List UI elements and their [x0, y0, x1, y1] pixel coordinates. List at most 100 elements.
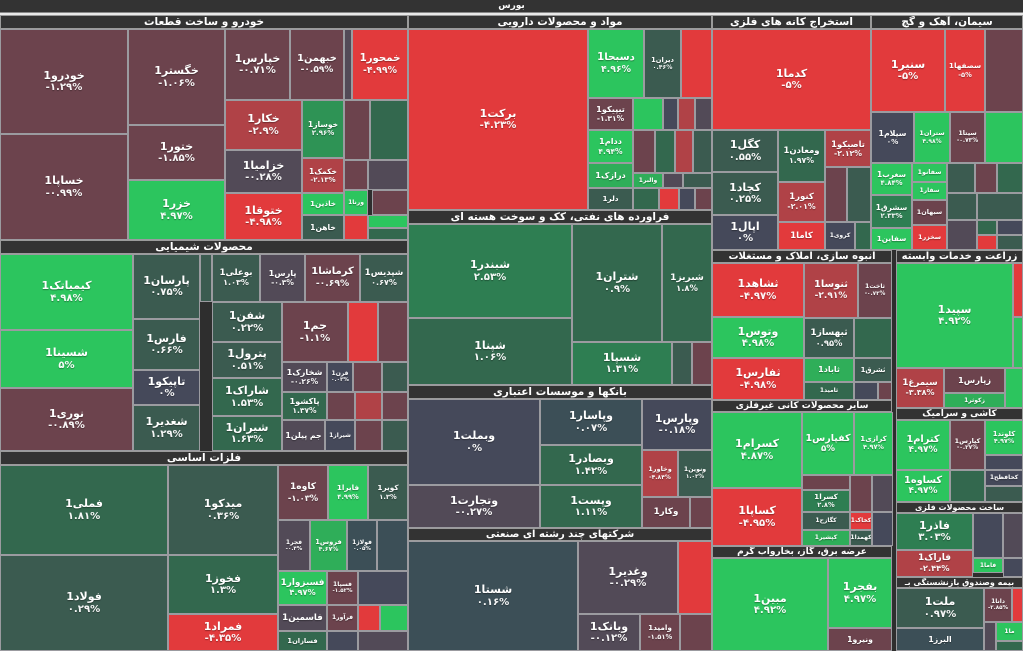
- stock-tile-وبملت1[interactable]: وبملت1 ۰%: [408, 399, 540, 485]
- stock-tile[interactable]: [985, 455, 1023, 470]
- stock-tile[interactable]: [825, 167, 847, 222]
- stock-tile[interactable]: [368, 215, 408, 228]
- stock-tile[interactable]: [681, 29, 712, 98]
- stock-tile-کگازح1[interactable]: کگازح1: [802, 512, 850, 530]
- stock-tile-فجر1[interactable]: فجر1 -۰.۴%: [278, 520, 310, 571]
- stock-tile-خبهمن1[interactable]: خبهمن1 -۰.۵۹%: [290, 29, 344, 100]
- stock-tile[interactable]: [372, 190, 408, 215]
- stock-tile[interactable]: [344, 160, 368, 190]
- stock-tile-ورنا1[interactable]: ورنا1: [344, 190, 368, 215]
- stock-tile-شپنا1[interactable]: شپنا1 ۱.۰۶%: [408, 318, 572, 385]
- stock-tile-فملی1[interactable]: فملی1 ۱.۸۱%: [0, 465, 168, 555]
- stock-tile[interactable]: [327, 392, 355, 420]
- stock-tile-خکار1[interactable]: خکار1 -۲.۹%: [225, 100, 302, 150]
- stock-tile-کترام1[interactable]: کترام1 ۴.۹۷%: [896, 420, 950, 470]
- stock-tile-خزامیا1[interactable]: خزامیا1 -۰.۲۸%: [225, 150, 302, 193]
- stock-tile[interactable]: [977, 235, 997, 250]
- stock-tile[interactable]: [368, 228, 408, 240]
- stock-tile-خاذین1[interactable]: خاذین1: [302, 193, 344, 215]
- stock-tile-کسرا1[interactable]: کسرا1 ۲.۸%: [802, 490, 850, 512]
- market-title-bar[interactable]: بورس: [0, 0, 1023, 13]
- stock-tile-سخزر1[interactable]: سخزر1: [912, 225, 947, 250]
- stock-tile-سیمرغ1[interactable]: سیمرغ1 -۳.۳۸%: [896, 368, 944, 408]
- stock-tile[interactable]: [680, 614, 712, 651]
- stock-tile-کخاک1[interactable]: کخاک1: [850, 512, 872, 530]
- stock-tile-شسپا1[interactable]: شسپا1 ۱.۳۱%: [572, 342, 672, 385]
- stock-tile[interactable]: [996, 641, 1023, 651]
- stock-tile-ثاخت1[interactable]: ثاخت1 -۰.۷۳%: [858, 263, 892, 318]
- stock-tile-خاهن1[interactable]: خاهن1: [302, 215, 344, 240]
- stock-tile-ونیرو1[interactable]: ونیرو1: [828, 628, 892, 651]
- stock-tile[interactable]: [663, 98, 678, 130]
- stock-tile-کپشیر1[interactable]: کپشیر1: [802, 530, 850, 546]
- stock-tile-پاکشو1[interactable]: پاکشو1 ۱.۳۷%: [282, 392, 327, 420]
- sector-header-utilities[interactable]: عرضه برق، گاز، بخاروآب گرم: [712, 546, 892, 558]
- sector-header-auto[interactable]: خودرو و ساخت قطعات: [0, 15, 408, 29]
- stock-tile-سصفها1[interactable]: سصفها1 -۵%: [945, 29, 985, 112]
- stock-tile-دانا1[interactable]: دانا1 -۲.۸۵%: [984, 588, 1012, 622]
- stock-tile[interactable]: [659, 188, 679, 210]
- stock-tile-بفجر1[interactable]: بفجر1 ۴.۹۷%: [828, 558, 892, 628]
- stock-tile[interactable]: [1013, 263, 1023, 317]
- stock-tile-فخوز1[interactable]: فخوز1 ۱.۳%: [168, 555, 278, 614]
- stock-tile-فسازان1[interactable]: فسازان1: [278, 631, 327, 651]
- stock-tile-کهمدا1[interactable]: کهمدا1: [850, 530, 872, 546]
- stock-tile-فسبزوار1[interactable]: فسبزوار1 ۴.۹۷%: [278, 571, 327, 605]
- stock-tile-فاراک1[interactable]: فاراک1 -۲.۴۴%: [896, 550, 973, 577]
- stock-tile-شبندر1[interactable]: شبندر1 ۲.۵۳%: [408, 224, 572, 318]
- stock-tile-خکمک1[interactable]: خکمک1 -۲.۱۳%: [302, 158, 344, 193]
- stock-tile-سشرق1[interactable]: سشرق1 ۲.۳۳%: [871, 195, 912, 228]
- stock-tile[interactable]: [872, 512, 893, 546]
- stock-tile[interactable]: [355, 392, 382, 420]
- stock-tile[interactable]: [633, 98, 663, 130]
- stock-tile[interactable]: [984, 622, 996, 651]
- stock-tile-میدکو1[interactable]: میدکو1 ۰.۳۶%: [168, 465, 278, 555]
- stock-tile[interactable]: [370, 100, 408, 160]
- stock-tile[interactable]: [690, 497, 712, 528]
- stock-tile[interactable]: [973, 513, 1003, 558]
- stock-tile-فروس1[interactable]: فروس1 ۴.۶۷%: [310, 520, 347, 571]
- stock-tile[interactable]: [855, 222, 871, 250]
- stock-tile[interactable]: [377, 520, 408, 571]
- stock-tile-کاوه1[interactable]: کاوه1 -۱.۰۳%: [278, 465, 328, 520]
- stock-tile[interactable]: [997, 220, 1023, 235]
- stock-tile-فرآور1[interactable]: فرآور1: [327, 605, 358, 631]
- stock-tile-خگستر1[interactable]: خگستر1 -۱.۰۶%: [128, 29, 225, 125]
- stock-tile[interactable]: [679, 188, 695, 210]
- stock-tile-وکار1[interactable]: وکار1: [642, 497, 690, 528]
- stock-tile-درازک1[interactable]: درازک1: [588, 163, 633, 188]
- sector-header-chemicals[interactable]: محصولات شیمیایی: [0, 240, 408, 254]
- stock-tile-فولاد1[interactable]: فولاد1 ۰.۲۹%: [0, 555, 168, 651]
- stock-tile[interactable]: [1013, 317, 1023, 368]
- sector-header-metal-products[interactable]: ساخت محصولات فلزی: [896, 502, 1023, 513]
- stock-tile-پارس1[interactable]: پارس1 -۰.۳%: [260, 254, 305, 302]
- stock-tile-جم1[interactable]: جم1 -۱.۱%: [282, 302, 348, 362]
- stock-tile-زپارس1[interactable]: زپارس1: [944, 368, 1005, 393]
- stock-tile-ملت1[interactable]: ملت1 ۰.۹۷%: [896, 588, 984, 628]
- stock-tile-فاما1[interactable]: فاما1: [973, 558, 1003, 573]
- stock-tile[interactable]: [997, 163, 1023, 193]
- stock-tile[interactable]: [678, 98, 695, 130]
- stock-tile[interactable]: [344, 100, 370, 160]
- stock-tile[interactable]: [355, 420, 382, 451]
- stock-tile-کساپا1[interactable]: کساپا1 -۴.۹۵%: [712, 488, 802, 546]
- stock-tile-جم پیلن1[interactable]: جم پیلن1: [282, 420, 325, 451]
- stock-tile-کروی1[interactable]: کروی1: [825, 222, 855, 250]
- stock-tile-ومعادن1[interactable]: ومعادن1 ۱.۹۷%: [778, 130, 825, 182]
- stock-tile-کفپارس1[interactable]: کفپارس1 ۵%: [802, 412, 854, 475]
- stock-tile[interactable]: [1003, 513, 1023, 558]
- stock-tile-ختور1[interactable]: ختور1 -۱.۸۵%: [128, 125, 225, 180]
- stock-tile-خمحور1[interactable]: خمحور1 -۴.۹۹%: [352, 29, 408, 100]
- stock-tile-خزر1[interactable]: خزر1 ۴.۹۷%: [128, 180, 225, 240]
- stock-tile-وبصادر1[interactable]: وبصادر1 ۱.۴۲%: [540, 445, 642, 485]
- stock-tile[interactable]: [692, 342, 712, 385]
- stock-tile-وپست1[interactable]: وپست1 ۱.۱۱%: [540, 485, 642, 528]
- stock-tile-وبانک1[interactable]: وبانک1 -۰.۱۲%: [578, 614, 640, 651]
- stock-tile[interactable]: [1005, 368, 1023, 408]
- sector-header-insurance[interactable]: بیمه وصندوق بازنشستگی بـ: [896, 577, 1023, 588]
- stock-tile-کگل1[interactable]: کگل1 ۰.۵۵%: [712, 130, 778, 172]
- stock-tile-شستا1[interactable]: شستا1 ۰.۱۶%: [408, 541, 578, 651]
- stock-tile-سغرب1[interactable]: سغرب1 ۴.۸۴%: [871, 163, 912, 195]
- stock-tile-خوساز1[interactable]: خوساز1 ۲.۹۶%: [302, 100, 344, 158]
- stock-tile[interactable]: [380, 605, 408, 631]
